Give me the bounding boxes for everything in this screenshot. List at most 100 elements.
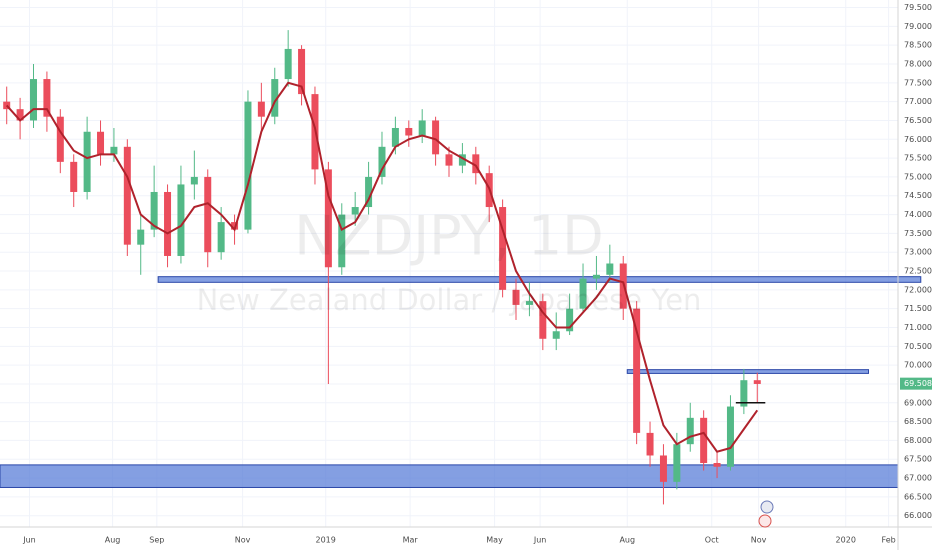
candle-body <box>606 263 614 275</box>
candle-body <box>753 380 761 384</box>
candle-body <box>539 301 547 339</box>
y-tick-label: 78.000 <box>904 59 932 68</box>
y-tick-label: 76.500 <box>904 116 932 125</box>
candle-body <box>633 308 641 433</box>
x-tick-label: Aug <box>619 536 635 545</box>
candle-body <box>566 308 574 332</box>
candle-body <box>726 406 734 467</box>
y-tick-label: 72.500 <box>904 267 932 276</box>
candle-body <box>418 120 426 136</box>
candle-body <box>137 229 145 245</box>
candle-body <box>512 289 520 305</box>
y-tick-label: 70.500 <box>904 342 932 351</box>
y-tick-label: 78.500 <box>904 41 932 50</box>
y-tick-label: 79.500 <box>904 3 932 12</box>
candle-body <box>472 154 480 174</box>
candle-body <box>579 278 587 309</box>
candle-body <box>740 380 748 407</box>
candle-body <box>552 331 560 339</box>
candle-body <box>70 161 78 192</box>
candle-body <box>110 146 118 155</box>
x-tick-label: 2019 <box>316 536 336 545</box>
y-tick-label: 77.000 <box>904 97 932 106</box>
y-tick-label: 79.000 <box>904 22 932 31</box>
candle-body <box>164 191 172 256</box>
y-tick-label: 77.500 <box>904 78 932 87</box>
y-tick-label: 74.000 <box>904 210 932 219</box>
candle-body <box>338 214 346 268</box>
y-tick-label: 72.000 <box>904 285 932 294</box>
x-tick-label: Sep <box>149 536 164 545</box>
x-tick-label: Nov <box>751 536 767 545</box>
candle-body <box>244 101 252 230</box>
candle-body <box>673 444 681 482</box>
y-tick-label: 67.000 <box>904 474 932 483</box>
candle-body <box>391 127 399 147</box>
candle-body <box>56 116 64 162</box>
candle-body <box>83 131 91 192</box>
x-tick-label: Mar <box>403 536 419 545</box>
x-tick-label: Aug <box>105 536 121 545</box>
candle-body <box>700 417 708 464</box>
y-tick-label: 68.500 <box>904 417 932 426</box>
candle-body <box>458 154 466 166</box>
logo <box>758 500 774 528</box>
x-tick-label: Jun <box>22 536 36 545</box>
candle-body <box>525 301 533 305</box>
candle-body <box>686 417 694 445</box>
candle-body <box>257 101 265 117</box>
support-resistance-zone <box>0 464 899 488</box>
candle-body <box>150 191 158 230</box>
candle-body <box>351 207 359 215</box>
candle-body <box>298 48 306 95</box>
watermark-subtitle: New Zealand Dollar / Japanese Yen <box>197 283 702 317</box>
y-tick-label: 66.500 <box>904 492 932 501</box>
y-tick-label: 75.500 <box>904 154 932 163</box>
candle-body <box>177 184 185 256</box>
candle-body <box>592 274 600 279</box>
x-tick-label: May <box>486 536 503 545</box>
candle-body <box>284 48 292 80</box>
y-tick-label: 67.500 <box>904 455 932 464</box>
y-tick-label: 66.000 <box>904 511 932 520</box>
candle-body <box>445 154 453 166</box>
candle-body <box>231 222 239 230</box>
watermark-title: NZDJPY, 1D <box>294 205 604 268</box>
candle-body <box>271 79 279 117</box>
moving-average <box>5 81 759 453</box>
last-price-box <box>900 377 932 390</box>
y-tick-label: 70.000 <box>904 361 932 370</box>
candle-body <box>365 176 373 208</box>
candle-body <box>378 146 386 177</box>
support-resistance-zone <box>626 369 870 374</box>
y-tick-label: 71.500 <box>904 304 932 313</box>
candle-body <box>204 176 212 253</box>
candle-body <box>432 120 440 155</box>
x-tick-label: Oct <box>705 536 719 545</box>
candle-body <box>30 79 38 121</box>
candle-body <box>16 109 24 121</box>
y-tick-label: 73.500 <box>904 229 932 238</box>
y-tick-label: 69.000 <box>904 398 932 407</box>
y-tick-label: 71.000 <box>904 323 932 332</box>
candle-body <box>43 79 51 117</box>
candle-body <box>97 131 105 155</box>
candle-body <box>499 207 507 290</box>
candle-body <box>123 146 131 245</box>
last-price-label: 69.508 <box>904 379 932 388</box>
candle-body <box>659 455 667 482</box>
plot <box>0 0 922 527</box>
x-tick-label: 2020 <box>836 536 856 545</box>
y-tick-label: 74.500 <box>904 191 932 200</box>
x-tick-label: Jun <box>533 536 547 545</box>
x-tick-label: Feb <box>882 536 896 545</box>
y-tick-label: 68.000 <box>904 436 932 445</box>
candle-body <box>324 169 332 268</box>
candle-body <box>646 432 654 456</box>
x-tick-label: Nov <box>235 536 251 545</box>
support-resistance-zone <box>157 276 922 283</box>
y-tick-label: 73.000 <box>904 248 932 257</box>
candle-body <box>190 176 198 185</box>
